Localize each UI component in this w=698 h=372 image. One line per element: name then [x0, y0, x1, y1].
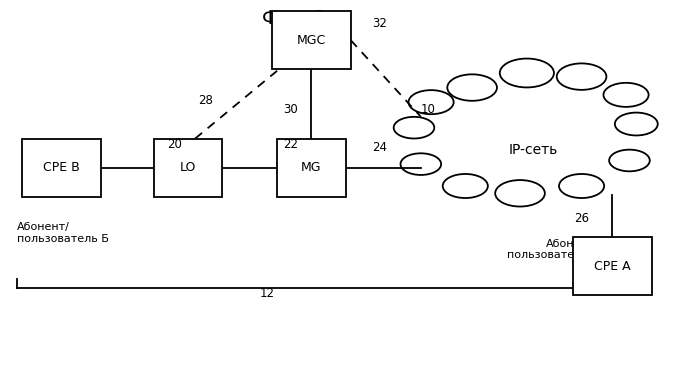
FancyBboxPatch shape — [272, 11, 350, 69]
Text: 28: 28 — [198, 94, 213, 107]
Circle shape — [401, 153, 441, 175]
Ellipse shape — [424, 99, 616, 186]
Circle shape — [604, 83, 648, 107]
Circle shape — [609, 150, 650, 171]
FancyBboxPatch shape — [277, 139, 346, 197]
Text: 24: 24 — [372, 141, 387, 154]
Text: 32: 32 — [372, 17, 387, 30]
Text: Фиг. 1: Фиг. 1 — [262, 9, 327, 28]
FancyBboxPatch shape — [22, 139, 101, 197]
Text: LO: LO — [180, 161, 196, 174]
Text: 26: 26 — [574, 212, 589, 225]
Circle shape — [394, 117, 434, 138]
Text: CPE B: CPE B — [43, 161, 80, 174]
Text: 10: 10 — [420, 103, 435, 116]
Circle shape — [559, 174, 604, 198]
Text: CPE A: CPE A — [594, 260, 631, 273]
Text: 12: 12 — [260, 287, 274, 300]
Text: 20: 20 — [167, 138, 182, 151]
Text: MG: MG — [301, 161, 322, 174]
Text: Абонент/
пользователь А: Абонент/ пользователь А — [507, 239, 599, 260]
Text: 22: 22 — [283, 138, 298, 151]
Circle shape — [495, 180, 545, 206]
Text: 30: 30 — [283, 103, 298, 116]
Text: IP-сеть: IP-сеть — [509, 142, 558, 157]
Circle shape — [447, 74, 497, 101]
Text: MGC: MGC — [297, 34, 326, 46]
Circle shape — [557, 63, 607, 90]
Circle shape — [500, 58, 554, 87]
FancyBboxPatch shape — [573, 237, 652, 295]
Circle shape — [408, 90, 454, 114]
Circle shape — [443, 174, 488, 198]
Text: Абонент/
пользователь Б: Абонент/ пользователь Б — [17, 222, 109, 244]
FancyBboxPatch shape — [154, 139, 223, 197]
Circle shape — [615, 113, 658, 135]
